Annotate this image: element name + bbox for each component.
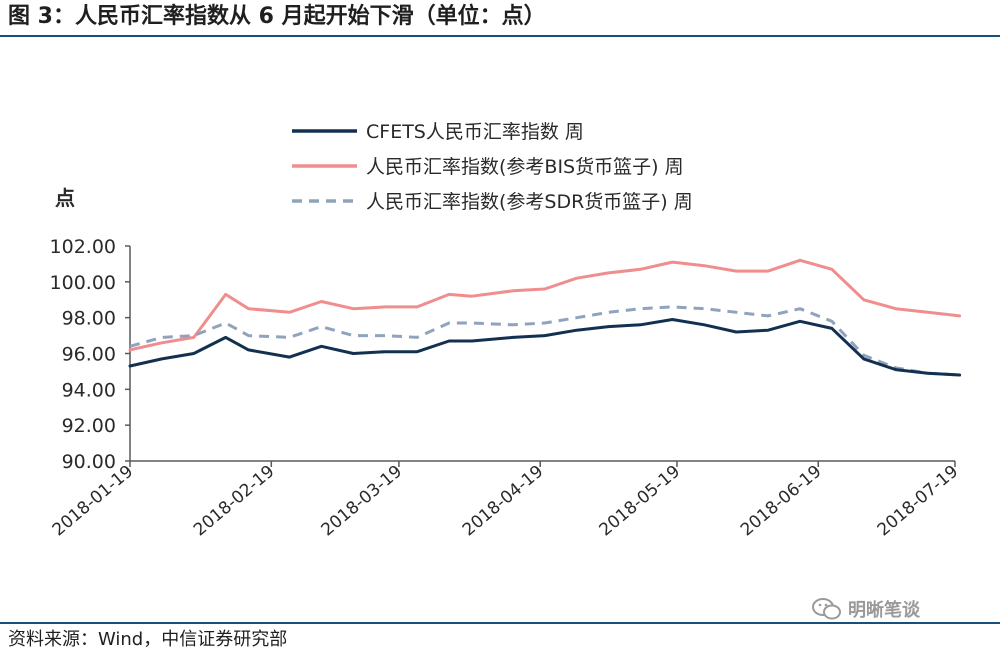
footer-divider [0, 622, 1000, 624]
y-tick-label: 92.00 [62, 415, 116, 437]
cfets-series-line [128, 318, 962, 377]
y-tick-label: 94.00 [62, 379, 116, 401]
y-axis-label: 点 [55, 186, 75, 210]
chart-axes: 90.00 92.00 94.00 96.00 98.00 100.00 102.00 201… [49, 236, 963, 540]
y-tick-label: 98.00 [62, 308, 116, 330]
title-divider [0, 35, 1000, 37]
y-tick-label: 102.00 [50, 236, 116, 258]
sdr-series-line [129, 305, 960, 377]
x-tick-label: 2018-01-19 [49, 462, 138, 541]
x-tick-label: 2018-03-19 [318, 462, 407, 541]
x-tick-label: 2018-07-19 [874, 462, 963, 541]
x-tick-label: 2018-06-19 [737, 462, 826, 541]
y-tick-label: 90.00 [62, 451, 116, 473]
line-chart: 90.00 92.00 94.00 96.00 98.00 100.00 102.00 201… [49, 121, 963, 540]
series-layer [128, 258, 962, 377]
chart-title: 图 3：人民币汇率指数从 6 月起开始下滑（单位：点） [8, 4, 546, 29]
bis-series-line [128, 258, 962, 352]
watermark-text: 明晰笔谈 [848, 600, 920, 621]
x-tick-label: 2018-05-19 [596, 462, 685, 541]
y-tick-label: 100.00 [50, 272, 116, 294]
x-tick-label: 2018-02-19 [190, 462, 279, 541]
legend-label: 人民币汇率指数(参考SDR货币篮子) 周 [366, 191, 693, 213]
watermark: 明晰笔谈 [812, 594, 920, 624]
source-note: 资料来源：Wind，中信证券研究部 [8, 629, 288, 650]
legend-label: 人民币汇率指数(参考BIS货币篮子) 周 [366, 156, 684, 178]
y-tick-label: 96.00 [62, 344, 116, 366]
wechat-icon [812, 598, 841, 620]
x-tick-label: 2018-04-19 [459, 462, 548, 541]
legend-label: CFETS人民币汇率指数 周 [366, 121, 584, 143]
